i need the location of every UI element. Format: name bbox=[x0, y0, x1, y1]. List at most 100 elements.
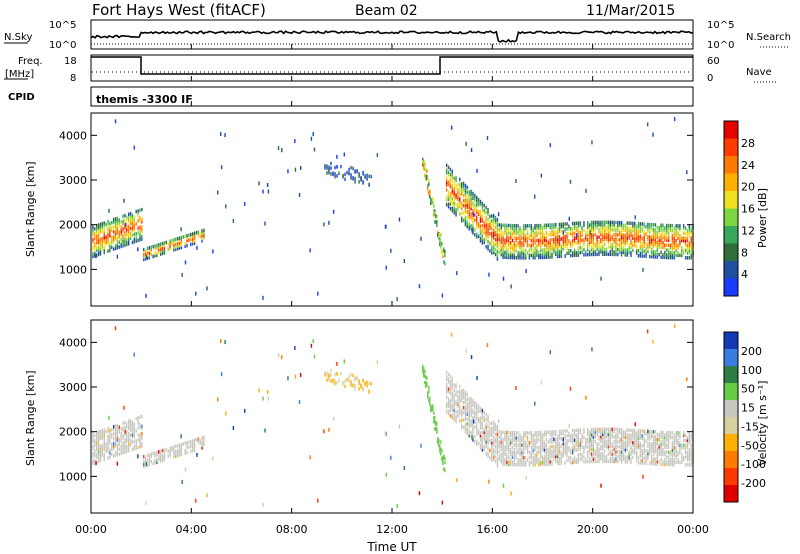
velocity-cell bbox=[340, 371, 342, 376]
power-cell bbox=[545, 238, 548, 242]
velocity-cell bbox=[583, 435, 585, 439]
power-cell bbox=[660, 223, 662, 228]
power-cell bbox=[664, 228, 666, 233]
power-cell bbox=[628, 221, 630, 225]
velocity-cell bbox=[500, 435, 502, 439]
velocity-cell bbox=[656, 432, 659, 437]
colorbar-tick-label: 20 bbox=[741, 181, 755, 194]
power-cell bbox=[496, 242, 499, 246]
velocity-cell bbox=[144, 456, 147, 461]
power-cell bbox=[545, 253, 548, 257]
velocity-cell bbox=[566, 434, 568, 438]
power-cell bbox=[299, 165, 302, 170]
velocity-cell bbox=[564, 434, 566, 438]
velocity-cell bbox=[114, 431, 117, 436]
velocity-cell bbox=[96, 440, 98, 445]
velocity-cell bbox=[464, 390, 467, 395]
power-cell bbox=[92, 232, 94, 237]
power-cell bbox=[120, 242, 122, 246]
power-cell bbox=[603, 252, 606, 257]
power-cell bbox=[666, 255, 668, 260]
velocity-cell bbox=[496, 459, 499, 463]
velocity-cell bbox=[178, 448, 181, 452]
velocity-cell bbox=[141, 414, 143, 419]
velocity-cell bbox=[457, 412, 459, 416]
velocity-cell bbox=[109, 428, 111, 433]
power-cell bbox=[336, 174, 338, 178]
velocity-cell bbox=[496, 451, 499, 456]
velocity-cell bbox=[666, 435, 668, 440]
power-cell bbox=[675, 226, 677, 231]
power-cell bbox=[517, 241, 519, 245]
velocity-cell bbox=[109, 440, 111, 445]
velocity-cell bbox=[502, 440, 504, 444]
power-cell bbox=[573, 231, 576, 235]
power-cell bbox=[492, 243, 495, 247]
power-cell bbox=[464, 205, 467, 210]
velocity-cell bbox=[573, 443, 576, 447]
velocity-cell bbox=[528, 440, 531, 445]
velocity-cell bbox=[127, 441, 130, 446]
power-cell bbox=[602, 225, 604, 229]
velocity-cell bbox=[131, 423, 134, 427]
power-cell bbox=[688, 248, 691, 253]
power-cell bbox=[562, 247, 564, 251]
power-cell bbox=[148, 246, 151, 250]
velocity-cell bbox=[639, 458, 642, 463]
velocity-cell bbox=[444, 460, 446, 465]
power-cell bbox=[583, 243, 585, 247]
power-cell bbox=[330, 161, 332, 166]
velocity-cell bbox=[571, 450, 574, 455]
velocity-cell bbox=[500, 447, 502, 452]
power-cell bbox=[671, 241, 674, 245]
power-cell bbox=[513, 251, 516, 255]
velocity-cell bbox=[639, 441, 642, 445]
velocity-cell bbox=[487, 432, 489, 436]
power-cell bbox=[560, 244, 563, 249]
power-cell bbox=[425, 168, 427, 172]
power-cell bbox=[523, 231, 525, 236]
velocity-cell bbox=[487, 446, 489, 451]
velocity-cell bbox=[481, 448, 484, 452]
power-cell bbox=[635, 226, 638, 231]
power-cell bbox=[139, 218, 141, 222]
power-cell bbox=[154, 244, 156, 248]
power-cell bbox=[600, 220, 602, 225]
power-cell bbox=[524, 236, 527, 240]
power-cell bbox=[127, 214, 130, 219]
power-cell bbox=[558, 235, 561, 239]
power-cell bbox=[468, 204, 470, 209]
velocity-cell bbox=[602, 439, 604, 444]
velocity-cell bbox=[169, 451, 171, 455]
velocity-cell bbox=[118, 447, 120, 451]
velocity-cell bbox=[615, 440, 617, 444]
power-cell bbox=[116, 241, 119, 245]
velocity-cell bbox=[468, 404, 470, 409]
power-cell bbox=[619, 230, 621, 235]
power-cell bbox=[479, 212, 482, 216]
power-cell bbox=[524, 226, 527, 231]
velocity-cell bbox=[549, 437, 551, 442]
velocity-cell bbox=[500, 457, 502, 461]
power-cell bbox=[587, 247, 589, 252]
velocity-cell bbox=[127, 426, 130, 431]
power-cell bbox=[328, 166, 330, 171]
power-cell bbox=[634, 224, 636, 228]
power-cell bbox=[650, 235, 653, 239]
velocity-cell bbox=[451, 381, 453, 386]
power-cell bbox=[186, 236, 188, 240]
power-cell bbox=[650, 227, 653, 232]
power-cell bbox=[432, 200, 434, 205]
power-cell bbox=[500, 240, 502, 245]
power-cell bbox=[441, 250, 443, 254]
power-cell bbox=[539, 236, 542, 240]
power-cell bbox=[124, 231, 126, 235]
velocity-cell bbox=[585, 440, 587, 444]
power-cell bbox=[500, 245, 502, 250]
power-cell bbox=[602, 223, 604, 227]
power-cell bbox=[521, 253, 523, 258]
velocity-cell bbox=[447, 411, 450, 416]
power-cell bbox=[545, 248, 548, 252]
velocity-cell bbox=[112, 432, 115, 436]
power-cell bbox=[107, 239, 109, 244]
